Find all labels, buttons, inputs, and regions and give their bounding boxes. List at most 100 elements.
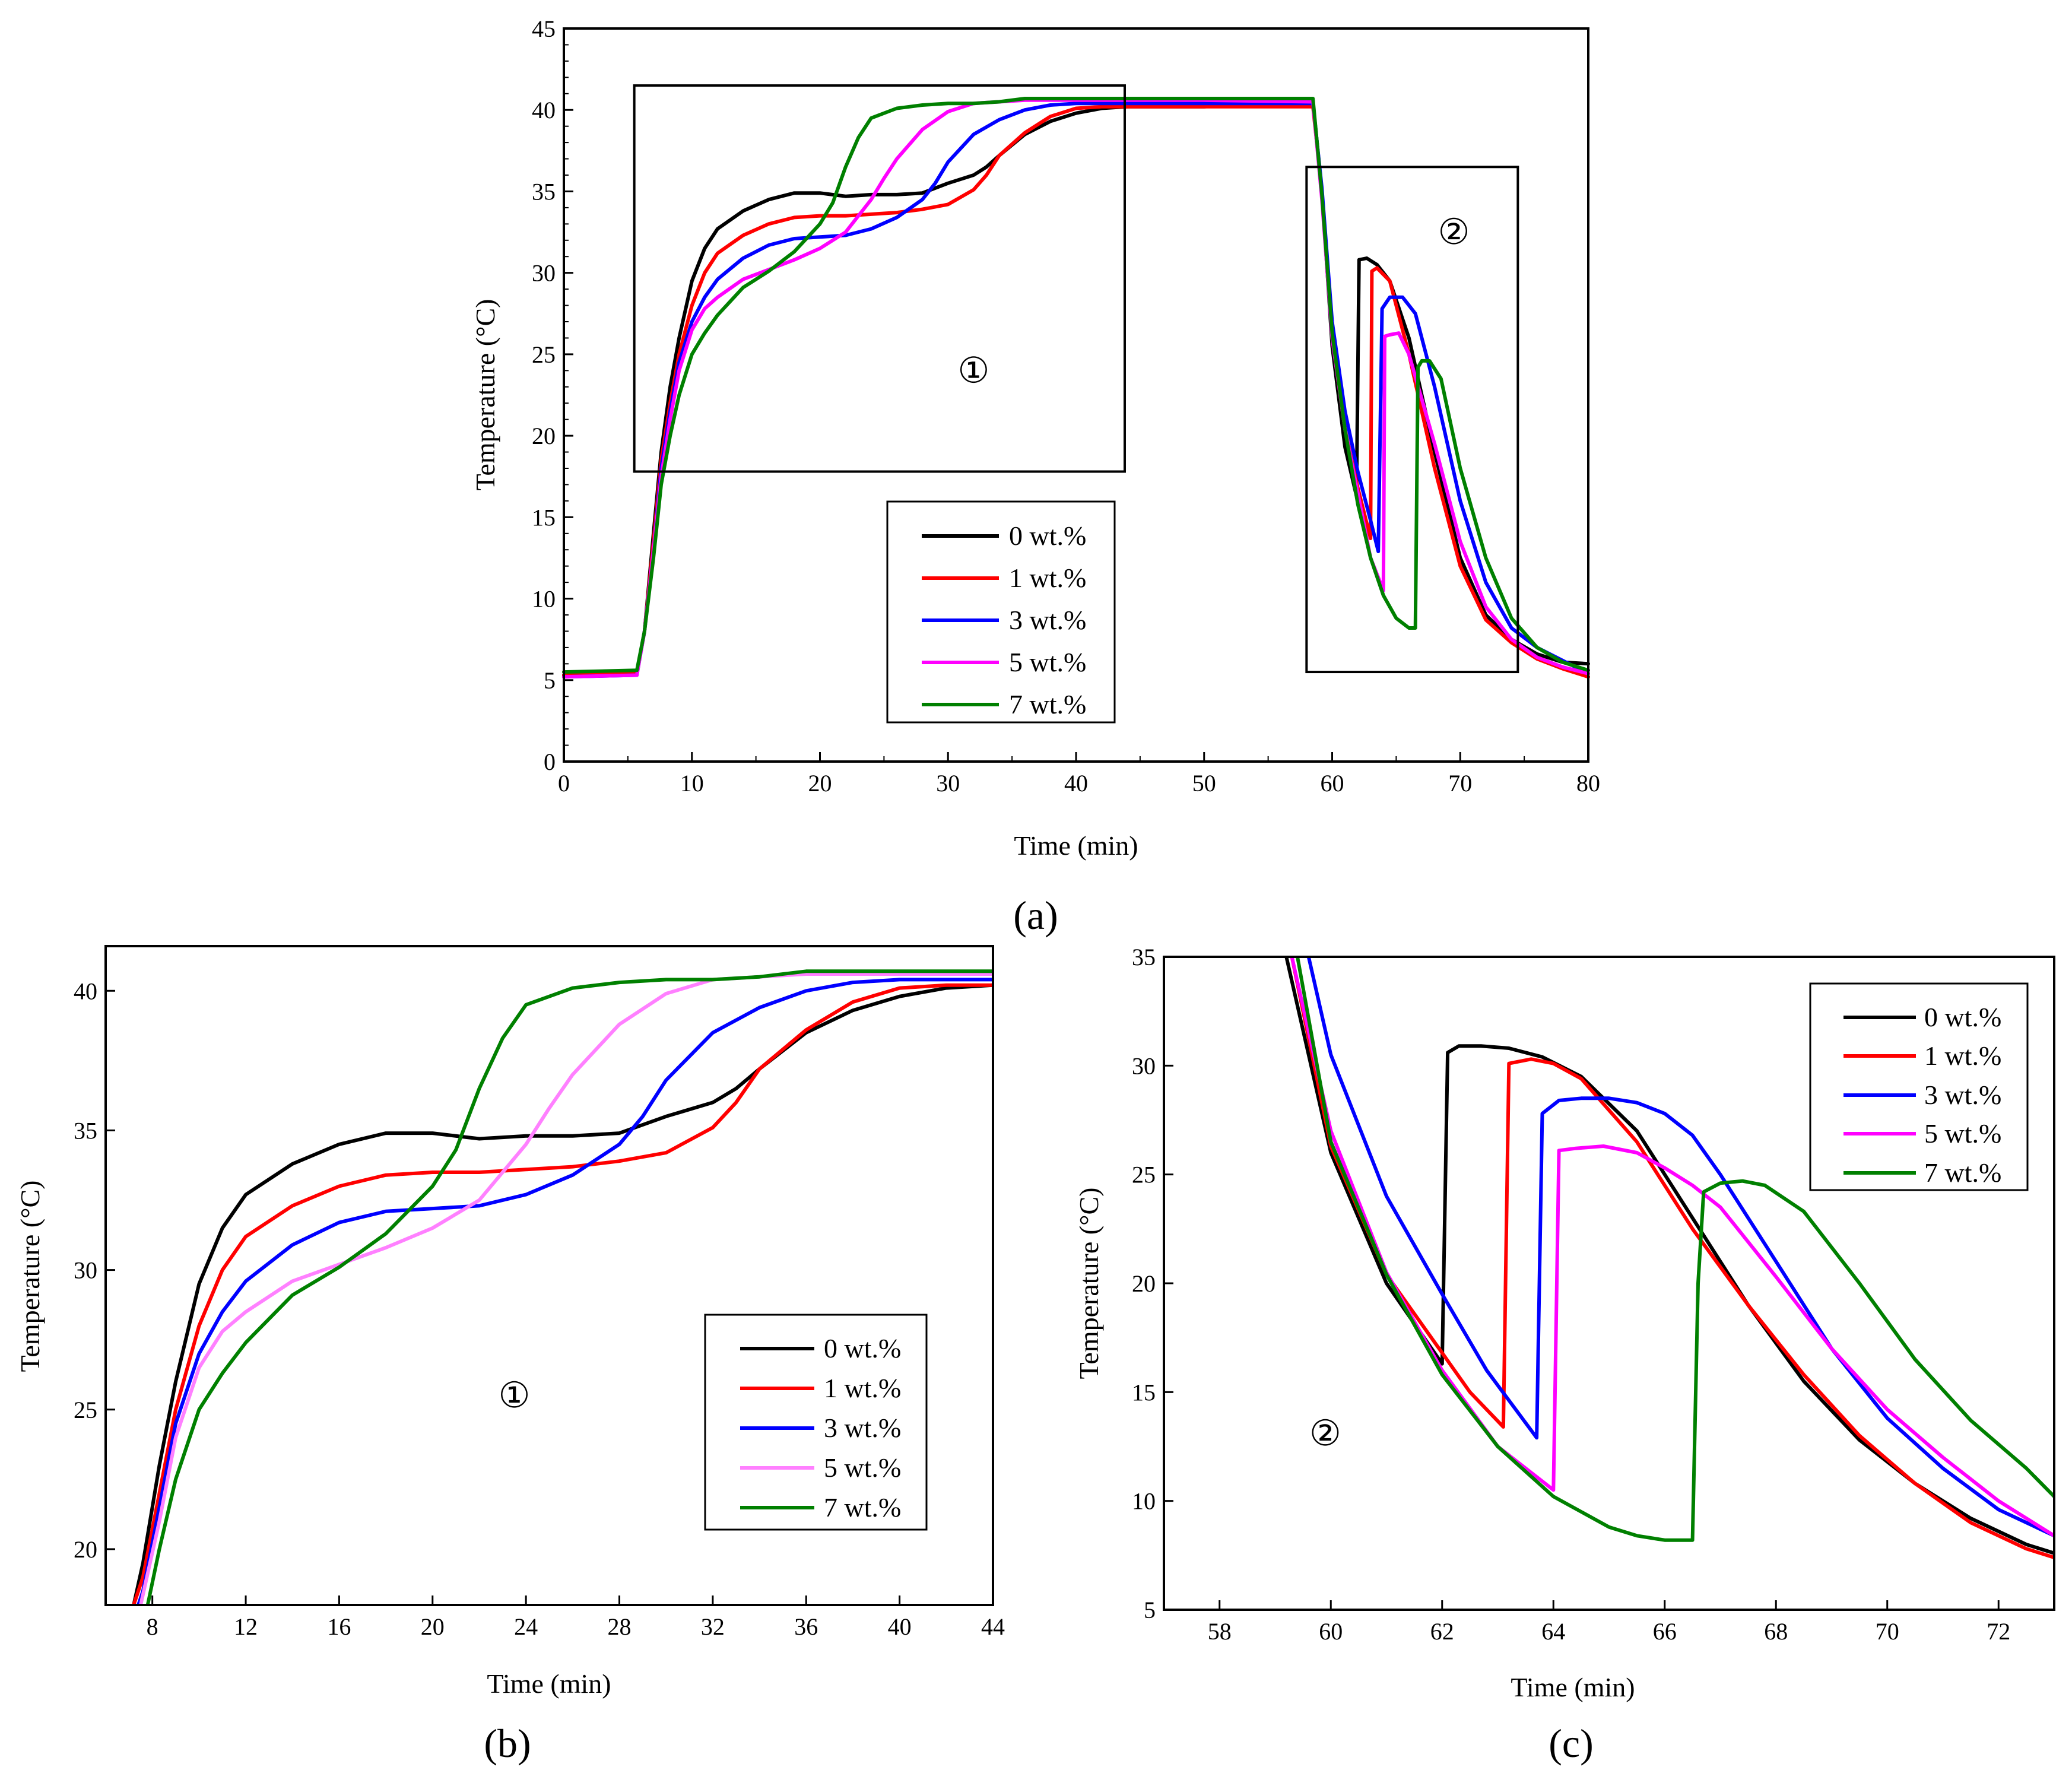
legend-label-0wt: 0 wt.%: [824, 1333, 901, 1363]
legend-box: [886, 500, 1116, 724]
x-tick-label: 60: [1321, 770, 1344, 797]
panel-b-plot-frame: [104, 945, 994, 1606]
x-tick-label: 70: [1448, 770, 1472, 797]
series-line-3wt: [562, 101, 1590, 679]
x-tick-label: 72: [1987, 1618, 2010, 1645]
x-tick-label: 40: [1064, 770, 1088, 797]
series-line-3wt: [1306, 957, 2054, 1538]
series-line-3wt: [137, 978, 993, 1605]
panel-c-plot-frame: [1163, 956, 2055, 1611]
panel-b-y-axis-title: Temperature (°C): [15, 1181, 45, 1372]
panel-a-x-axis-title: Time (min): [1014, 830, 1138, 861]
panel-a-series: [562, 97, 1590, 679]
y-tick-label: 30: [1132, 1052, 1156, 1079]
legend-label-5wt: 5 wt.%: [1924, 1118, 2001, 1149]
y-tick-label: 15: [1132, 1379, 1156, 1406]
x-tick-label: 50: [1192, 770, 1216, 797]
legend-label-0wt: 0 wt.%: [1924, 1002, 2001, 1032]
y-tick-label: 45: [532, 15, 556, 42]
y-tick-label: 30: [532, 260, 556, 287]
legend-label-7wt: 7 wt.%: [824, 1492, 901, 1522]
y-tick-label: 10: [1132, 1488, 1156, 1515]
y-tick-label: 10: [532, 586, 556, 613]
y-tick-label: 35: [1132, 944, 1156, 970]
legend-label-1wt: 1 wt.%: [1009, 563, 1086, 593]
y-tick-label: 25: [74, 1397, 97, 1423]
legend-label-0wt: 0 wt.%: [1009, 521, 1086, 551]
panel-b-ticks: 8 12 16 20 24 28 32 36 40 44 20 25 30 35 40: [74, 978, 1005, 1640]
panel-b-series: [132, 969, 993, 1605]
region-2-box: [1305, 166, 1519, 674]
panel-b-x-axis-title: Time (min): [487, 1669, 611, 1699]
panel-c-ticks: 58 60 62 64 66 68 70 72 5 10 15 20 25 30 35: [1132, 944, 2010, 1645]
x-tick-label: 20: [421, 1613, 445, 1640]
legend-label-1wt: 1 wt.%: [824, 1373, 901, 1403]
y-tick-label: 35: [532, 178, 556, 205]
series-line-1wt: [562, 104, 1590, 679]
legend-label-3wt: 3 wt.%: [1924, 1080, 2001, 1110]
x-tick-label: 60: [1319, 1618, 1343, 1645]
x-tick-label: 58: [1208, 1618, 1232, 1645]
y-tick-label: 40: [74, 978, 97, 1004]
x-tick-label: 40: [888, 1613, 912, 1640]
panel-a-ticks: 0 10 20 30 40 50 60 70 80 0 5 10 15 20 25 30 35 40 45: [532, 15, 1600, 797]
legend-label-7wt: 7 wt.%: [1009, 689, 1086, 719]
legend-label-3wt: 3 wt.%: [824, 1413, 901, 1443]
panel-c-legend: 0 wt.% 1 wt.% 3 wt.% 5 wt.% 7 wt.%: [1809, 982, 2029, 1191]
x-tick-label: 28: [608, 1613, 632, 1640]
y-tick-label: 5: [544, 667, 556, 694]
y-tick-label: 30: [74, 1257, 97, 1284]
series-line-7wt: [1296, 957, 2054, 1542]
y-tick-label: 5: [1144, 1597, 1156, 1623]
y-tick-label: 15: [532, 504, 556, 531]
x-tick-label: 80: [1576, 770, 1600, 797]
y-tick-label: 0: [544, 748, 556, 775]
y-tick-label: 35: [74, 1117, 97, 1144]
panel-c-series: [1284, 957, 2054, 1559]
region-1-label: ①: [958, 351, 990, 390]
x-tick-label: 62: [1430, 1618, 1454, 1645]
legend-label-1wt: 1 wt.%: [1924, 1041, 2001, 1071]
panel-c-y-axis-title: Temperature (°C): [1074, 1188, 1104, 1379]
panel-b: 8 12 16 20 24 28 32 36 40 44 20 25 30 35 40 ① 0 wt.% 1…: [15, 945, 1005, 1766]
x-tick-label: 66: [1653, 1618, 1677, 1645]
y-tick-label: 20: [74, 1536, 97, 1563]
x-tick-label: 12: [234, 1613, 258, 1640]
y-tick-label: 20: [532, 423, 556, 449]
series-line-5wt: [1290, 957, 2054, 1538]
x-tick-label: 16: [327, 1613, 351, 1640]
x-tick-label: 36: [794, 1613, 818, 1640]
y-tick-label: 40: [532, 97, 556, 123]
x-tick-label: 68: [1764, 1618, 1788, 1645]
panel-b-legend: 0 wt.% 1 wt.% 3 wt.% 5 wt.% 7 wt.%: [704, 1314, 928, 1531]
panel-a-legend: 0 wt.% 1 wt.% 3 wt.% 5 wt.% 7 wt.%: [886, 500, 1116, 724]
legend-label-5wt: 5 wt.%: [824, 1452, 901, 1483]
x-tick-label: 44: [981, 1613, 1005, 1640]
panel-c: 58 60 62 64 66 68 70 72 5 10 15 20 25 30 35 ② 0 wt.% 1…: [1074, 944, 2055, 1766]
legend-label-7wt: 7 wt.%: [1924, 1157, 2001, 1188]
panel-c-x-axis-title: Time (min): [1511, 1672, 1635, 1702]
series-line-1wt: [1290, 957, 2054, 1559]
x-tick-label: 8: [147, 1613, 158, 1640]
region-2-label: ②: [1309, 1414, 1341, 1453]
x-tick-label: 70: [1876, 1618, 1899, 1645]
region-1-label: ①: [499, 1376, 531, 1415]
x-tick-label: 64: [1541, 1618, 1565, 1645]
x-tick-label: 10: [680, 770, 704, 797]
x-tick-label: 0: [558, 770, 570, 797]
series-line-0wt: [132, 983, 993, 1605]
panel-a-label: (a): [1013, 893, 1058, 938]
series-line-7wt: [562, 97, 1590, 674]
region-1-box: [633, 84, 1126, 473]
region-2-label: ②: [1438, 212, 1470, 252]
series-line-7wt: [145, 969, 993, 1605]
x-tick-label: 30: [936, 770, 960, 797]
legend-label-5wt: 5 wt.%: [1009, 647, 1086, 677]
panel-c-label: (c): [1549, 1721, 1593, 1766]
panel-b-label: (b): [484, 1721, 531, 1766]
x-tick-label: 20: [808, 770, 832, 797]
y-tick-label: 25: [1132, 1162, 1156, 1188]
panel-a-y-axis-title: Temperature (°C): [470, 299, 500, 491]
